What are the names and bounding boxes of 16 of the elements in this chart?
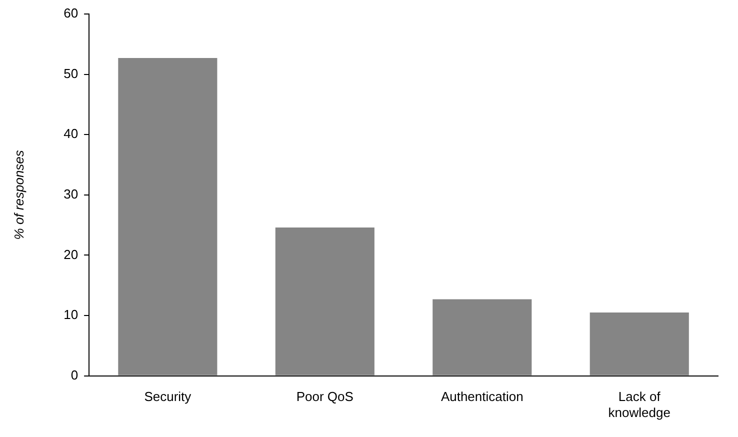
y-tick-label: 40 xyxy=(64,126,78,142)
y-tick-label: 10 xyxy=(64,307,78,322)
x-tick-label: Poor QoS xyxy=(296,389,354,404)
x-tick-label: Security xyxy=(144,389,192,404)
x-tick-label: Authentication xyxy=(440,389,524,404)
bar xyxy=(432,299,532,376)
y-tick-label: 60 xyxy=(64,6,78,21)
y-tick-label: 50 xyxy=(64,66,78,81)
y-axis-title: % of responses xyxy=(11,150,26,240)
bar xyxy=(275,227,374,376)
y-tick-label: 20 xyxy=(64,246,78,262)
bar xyxy=(118,58,218,376)
x-tick-label: Lack of knowledge xyxy=(608,389,670,420)
bar xyxy=(590,312,689,376)
y-tick-label: 0 xyxy=(70,367,78,382)
y-tick-label: 30 xyxy=(64,186,78,202)
